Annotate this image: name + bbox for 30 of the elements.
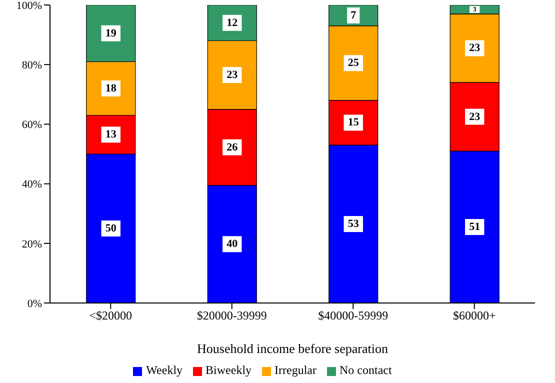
data-label: 12 xyxy=(226,16,238,29)
legend-label: Weekly xyxy=(146,363,183,377)
x-tick-label: <$20000 xyxy=(89,308,132,323)
x-tick-label: $60000+ xyxy=(452,308,496,323)
data-label: 19 xyxy=(105,27,117,40)
data-label: 7 xyxy=(350,9,357,22)
y-tick-label: 100% xyxy=(16,0,42,12)
y-tick-label: 60% xyxy=(22,119,42,132)
data-label: 25 xyxy=(348,57,360,70)
y-tick-label: 80% xyxy=(22,60,42,72)
x-axis-title: Household income before separation xyxy=(197,341,388,356)
data-label: 50 xyxy=(105,222,117,234)
legend-label: Irregular xyxy=(274,363,317,377)
data-label: 51 xyxy=(469,221,480,234)
data-label: 40 xyxy=(226,238,238,250)
data-label: 23 xyxy=(469,110,481,123)
data-label: 53 xyxy=(348,218,360,230)
y-tick-label: 40% xyxy=(22,178,42,191)
data-label: 23 xyxy=(469,42,481,54)
data-label: 18 xyxy=(105,82,117,94)
legend-label: No contact xyxy=(340,363,392,377)
data-label: 26 xyxy=(226,141,238,154)
legend-label: Biweekly xyxy=(206,363,252,377)
y-tick-label: 0% xyxy=(27,298,42,310)
x-tick-label: $40000-59999 xyxy=(318,308,388,323)
data-label: 13 xyxy=(105,128,117,141)
y-tick-label: 20% xyxy=(22,238,42,250)
data-label: 23 xyxy=(226,69,238,82)
x-tick-label: $20000-39999 xyxy=(196,308,267,323)
data-label: 15 xyxy=(348,116,360,129)
